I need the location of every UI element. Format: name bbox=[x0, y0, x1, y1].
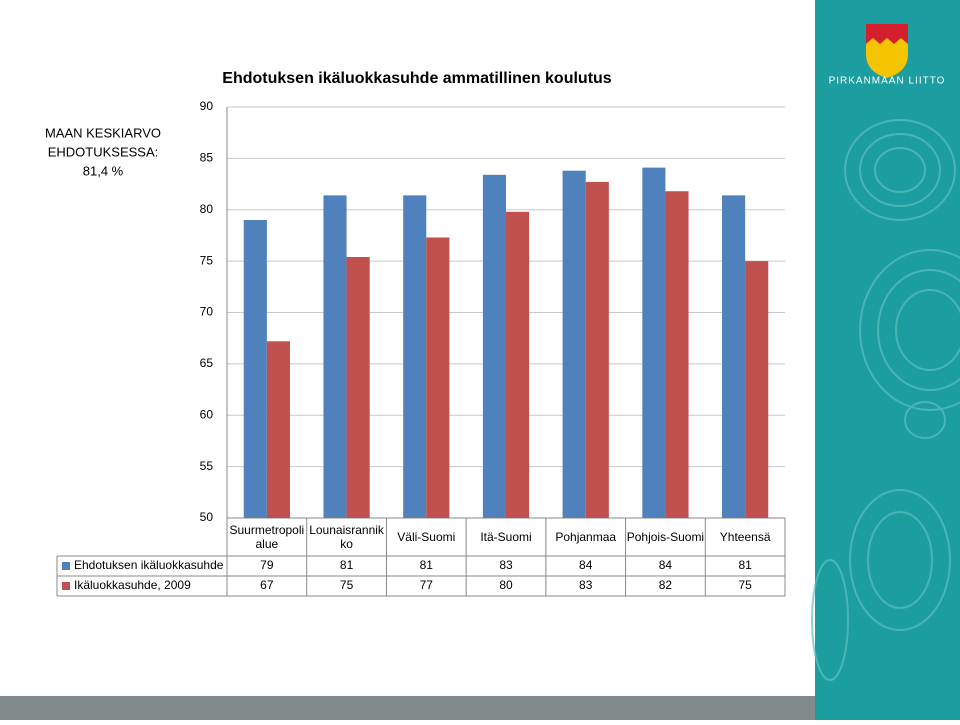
bar bbox=[403, 195, 427, 519]
y-tick-label: 85 bbox=[200, 151, 214, 165]
y-tick-label: 55 bbox=[200, 459, 214, 473]
bar bbox=[745, 261, 769, 518]
bar bbox=[722, 195, 746, 519]
bar bbox=[243, 220, 267, 518]
data-label: 83 bbox=[499, 558, 513, 572]
bar bbox=[585, 182, 609, 518]
data-label: 84 bbox=[659, 558, 673, 572]
annotation: 81,4 % bbox=[83, 163, 124, 178]
bar bbox=[482, 174, 506, 518]
y-tick-label: 70 bbox=[200, 305, 214, 319]
data-label: 82 bbox=[659, 578, 673, 592]
x-tick-label: Suurmetropolialue bbox=[229, 523, 305, 551]
y-tick-label: 60 bbox=[200, 407, 214, 421]
data-label: 67 bbox=[260, 578, 274, 592]
x-tick-label: Yhteensä bbox=[719, 530, 771, 544]
legend-label: Ikäluokkasuhde, 2009 bbox=[74, 578, 191, 592]
bar bbox=[562, 170, 586, 518]
x-tick-label-box: Pohjanmaa bbox=[555, 530, 617, 544]
chart-title: Ehdotuksen ikäluokkasuhde ammatillinen k… bbox=[222, 70, 612, 87]
data-label: 83 bbox=[579, 578, 593, 592]
x-tick-label-box: Suurmetropolialue bbox=[229, 523, 305, 551]
y-tick-label: 80 bbox=[200, 202, 214, 216]
bar bbox=[323, 195, 347, 519]
bar bbox=[506, 211, 530, 518]
x-tick-label-box: Lounaisrannikko bbox=[309, 523, 384, 551]
x-tick-label-box: Itä-Suomi bbox=[480, 530, 532, 544]
data-label: 84 bbox=[579, 558, 593, 572]
legend-swatch bbox=[62, 562, 70, 570]
footer-bar bbox=[0, 696, 815, 720]
annotation: EHDOTUKSESSA: bbox=[48, 144, 159, 159]
y-tick-label: 90 bbox=[200, 99, 214, 113]
annotation: MAAN KESKIARVO bbox=[45, 125, 161, 140]
bar bbox=[346, 257, 370, 518]
y-tick-label: 50 bbox=[200, 510, 214, 524]
data-label: 79 bbox=[260, 558, 274, 572]
legend-label: Ehdotuksen ikäluokkasuhde bbox=[74, 558, 224, 572]
x-tick-label: Väli-Suomi bbox=[397, 530, 456, 544]
x-tick-label: Pohjois-Suomi bbox=[626, 530, 705, 544]
bar bbox=[642, 167, 666, 518]
organization: PIRKANMAAN LIITTO bbox=[829, 76, 946, 87]
x-tick-label: Itä-Suomi bbox=[480, 530, 532, 544]
x-tick-label: Pohjanmaa bbox=[555, 530, 617, 544]
data-label: 81 bbox=[738, 558, 752, 572]
data-label: 80 bbox=[499, 578, 513, 592]
data-label: 77 bbox=[420, 578, 434, 592]
data-label: 81 bbox=[420, 558, 434, 572]
x-tick-label-box: Yhteensä bbox=[719, 530, 771, 544]
legend-swatch bbox=[62, 582, 70, 590]
bar bbox=[266, 341, 290, 518]
data-label: 75 bbox=[738, 578, 752, 592]
side-panel: PIRKANMAAN LIITTO bbox=[811, 0, 960, 720]
bar bbox=[426, 237, 450, 518]
data-label: 75 bbox=[340, 578, 354, 592]
y-tick-label: 75 bbox=[200, 253, 214, 267]
data-label: 81 bbox=[340, 558, 354, 572]
x-tick-label: Lounaisrannikko bbox=[309, 523, 384, 551]
x-tick-label-box: Väli-Suomi bbox=[397, 530, 456, 544]
bar bbox=[665, 191, 689, 518]
y-tick-label: 65 bbox=[200, 356, 214, 370]
x-tick-label-box: Pohjois-Suomi bbox=[626, 530, 705, 544]
